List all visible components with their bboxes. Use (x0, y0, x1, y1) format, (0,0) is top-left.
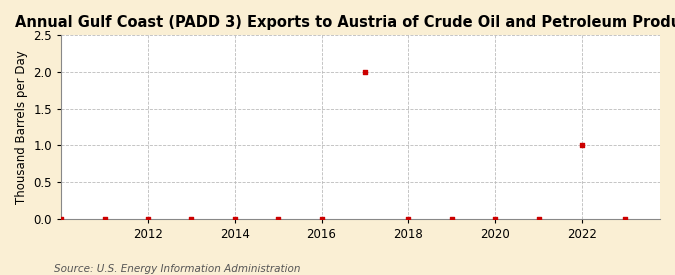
Point (230, 216, 240, 221)
Point (533, 216, 544, 221)
Point (142, 216, 153, 221)
Point (490, 216, 501, 221)
Point (403, 216, 414, 221)
Point (360, 70, 371, 74)
Point (273, 216, 284, 221)
Title: Annual Gulf Coast (PADD 3) Exports to Austria of Crude Oil and Petroleum Product: Annual Gulf Coast (PADD 3) Exports to Au… (16, 15, 675, 30)
Point (446, 216, 457, 221)
Point (316, 216, 327, 221)
Point (56, 216, 67, 221)
Point (620, 216, 630, 221)
Point (186, 216, 197, 221)
Point (576, 143, 587, 148)
Y-axis label: Thousand Barrels per Day: Thousand Barrels per Day (15, 50, 28, 204)
Text: Source: U.S. Energy Information Administration: Source: U.S. Energy Information Administ… (54, 264, 300, 274)
Point (99, 216, 110, 221)
